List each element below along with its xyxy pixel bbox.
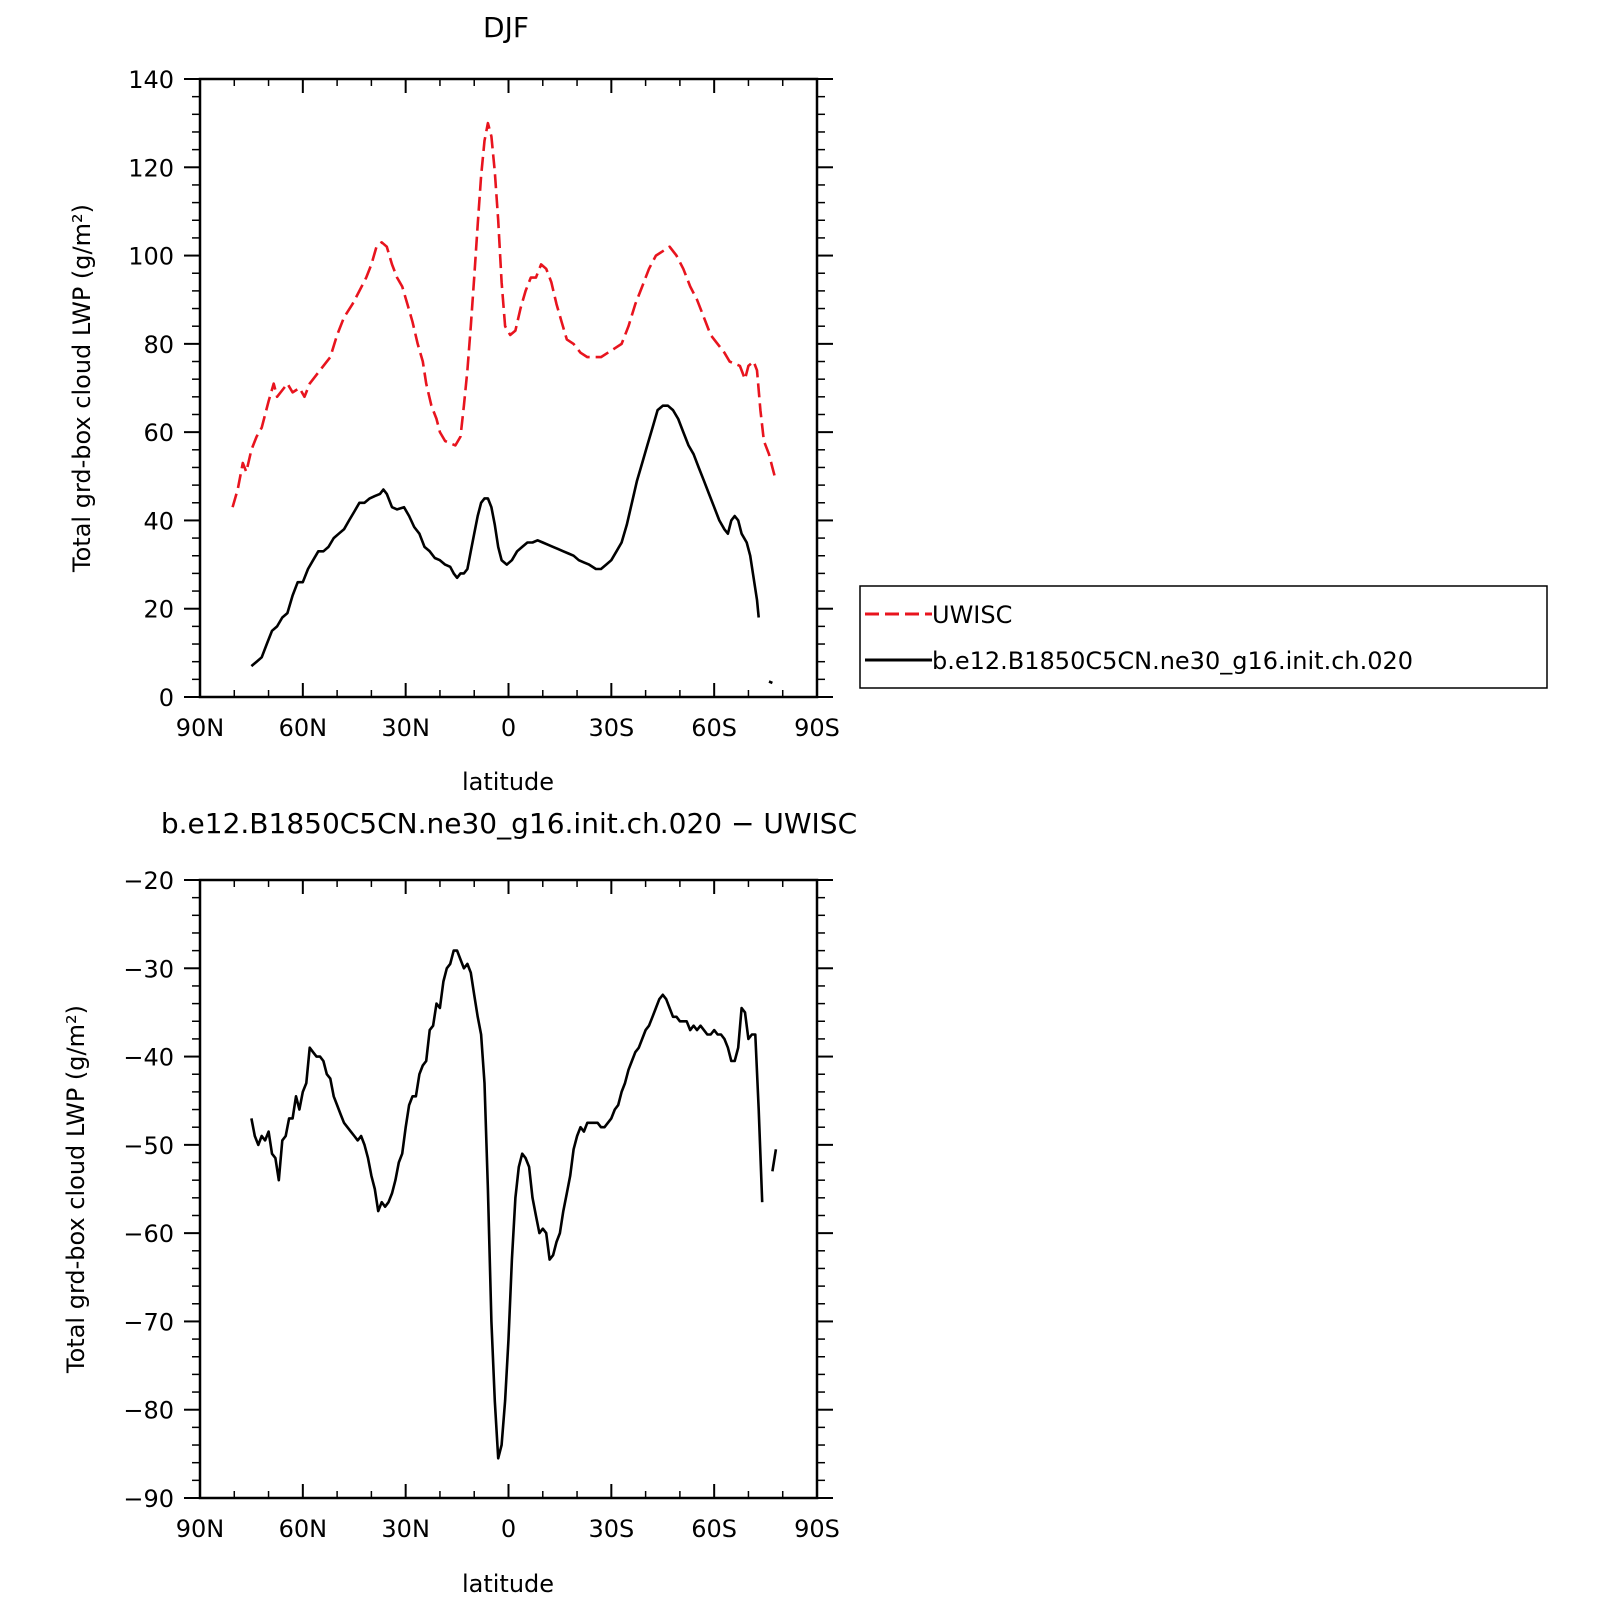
top-y-ticks: 0 20 40 60 80 100 120 140 — [128, 66, 833, 712]
bottom-y-axis-label: Total grd-box cloud LWP (g/m²) — [62, 1005, 90, 1374]
bottom-x-ticks: 90N 60N 30N 0 30S 60S 90S — [176, 880, 840, 1543]
top-series-0-line — [231, 121, 778, 508]
top-y-tick-label: 120 — [128, 154, 174, 182]
bottom-series-0-line — [771, 1149, 778, 1172]
bottom-chart-title: b.e12.B1850C5CN.ne30_g16.init.ch.020 − U… — [161, 807, 857, 840]
top-plot-frame — [198, 77, 819, 699]
bottom-y-tick-label: −30 — [123, 955, 174, 983]
top-x-tick-label: 90S — [794, 714, 840, 742]
top-series-layer — [231, 121, 778, 685]
bottom-x-tick-label: 60N — [279, 1515, 328, 1543]
bottom-x-axis-label: latitude — [462, 1570, 554, 1598]
bottom-y-tick-label: −60 — [123, 1220, 174, 1248]
top-y-tick-label: 20 — [143, 596, 174, 624]
top-x-tick-label: 60S — [691, 714, 737, 742]
bottom-series-layer — [250, 949, 778, 1460]
top-x-axis-label: latitude — [462, 768, 554, 796]
bottom-y-tick-label: −40 — [123, 1044, 174, 1072]
bottom-x-tick-label: 30N — [381, 1515, 430, 1543]
top-x-ticks: 90N 60N 30N 0 30S 60S 90S — [176, 79, 840, 742]
legend-frame — [859, 585, 1548, 689]
bottom-x-tick-label: 30S — [588, 1515, 634, 1543]
top-y-tick-label: 100 — [128, 243, 174, 271]
bottom-x-tick-label: 60S — [691, 1515, 737, 1543]
top-chart-title: DJF — [483, 11, 529, 44]
top-y-tick-label: 140 — [128, 66, 174, 94]
legend-item-model: b.e12.B1850C5CN.ne30_g16.init.ch.020 — [865, 647, 1413, 675]
top-y-tick-label: 40 — [143, 507, 174, 535]
bottom-panel: b.e12.B1850C5CN.ne30_g16.init.ch.020 − U… — [62, 807, 857, 1598]
top-y-axis-label: Total grd-box cloud LWP (g/m²) — [68, 204, 96, 573]
top-y-tick-label: 0 — [159, 684, 174, 712]
top-panel: DJF 90N 60N 30N 0 30S 60S 90S 0 20 40 60 80 100 120 1… — [68, 11, 1548, 796]
legend-label-model: b.e12.B1850C5CN.ne30_g16.init.ch.020 — [932, 647, 1413, 675]
bottom-x-tick-label: 90N — [176, 1515, 225, 1543]
bottom-series-0-line — [250, 949, 764, 1460]
top-series-1-line — [250, 404, 760, 668]
top-x-tick-label: 60N — [279, 714, 328, 742]
bottom-y-ticks: −90 −80 −70 −60 −50 −40 −30 −20 — [123, 867, 833, 1513]
top-x-tick-label: 0 — [501, 714, 516, 742]
legend: UWISC b.e12.B1850C5CN.ne30_g16.init.ch.0… — [859, 585, 1548, 689]
bottom-y-tick-label: −50 — [123, 1132, 174, 1160]
bottom-plot-frame — [198, 878, 819, 1500]
bottom-y-tick-label: −20 — [123, 867, 174, 895]
top-series-1-line — [768, 680, 773, 685]
bottom-x-tick-label: 0 — [501, 1515, 516, 1543]
bottom-y-tick-label: −70 — [123, 1308, 174, 1336]
legend-item-uwisc: UWISC — [865, 601, 1012, 629]
bottom-y-tick-label: −90 — [123, 1485, 174, 1513]
top-x-tick-label: 90N — [176, 714, 225, 742]
bottom-y-tick-label: −80 — [123, 1397, 174, 1425]
top-x-tick-label: 30N — [381, 714, 430, 742]
bottom-x-tick-label: 90S — [794, 1515, 840, 1543]
top-y-tick-label: 80 — [143, 331, 174, 359]
top-y-tick-label: 60 — [143, 419, 174, 447]
legend-label-uwisc: UWISC — [932, 601, 1012, 629]
top-x-tick-label: 30S — [588, 714, 634, 742]
